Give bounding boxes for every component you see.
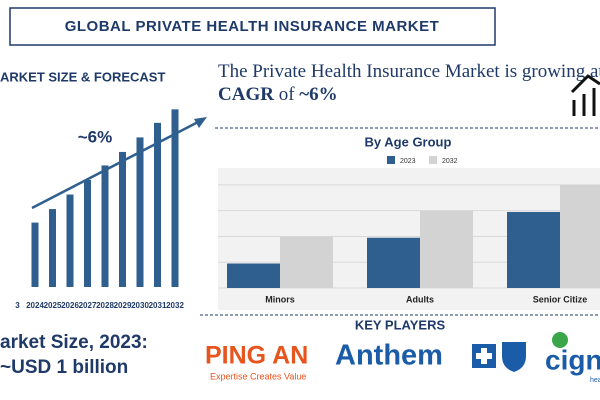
left-chart-title: ARKET SIZE & FORECAST (0, 69, 165, 84)
page-title: GLOBAL PRIVATE HEALTH INSURANCE MARKET (65, 18, 440, 35)
bar (101, 165, 109, 287)
x-tick-label: 2030 (131, 301, 149, 310)
bar (227, 263, 280, 288)
market-size-label: arket Size, 2023: (0, 332, 148, 353)
x-tick-label: 2029 (114, 301, 132, 310)
player-logo: cign (545, 344, 600, 375)
bar (136, 137, 144, 287)
legend-label: 2032 (442, 158, 458, 165)
bar (560, 184, 600, 288)
x-tick-label: 2028 (96, 301, 114, 310)
x-tick-label: 2026 (61, 301, 79, 310)
growth-icon (570, 74, 600, 116)
cigna-tree (552, 332, 568, 348)
bar (31, 222, 39, 287)
player-logo: Anthem (335, 340, 443, 372)
player-tagline: Expertise Creates Value (210, 371, 306, 381)
bar (420, 210, 473, 288)
legend-swatch (387, 156, 395, 164)
x-tick-label: 2025 (44, 301, 62, 310)
bar (66, 194, 74, 287)
legend-swatch (429, 156, 437, 164)
x-tick-label: 2032 (166, 301, 184, 310)
x-tick-label: 2027 (79, 301, 97, 310)
bar (84, 179, 91, 287)
x-tick-label: Adults (406, 294, 434, 304)
x-tick-label: Minors (265, 294, 295, 304)
x-tick-label: 3 (15, 301, 20, 310)
headline-part: ~6% (299, 84, 337, 105)
headline: The Private Health Insurance Market is g… (218, 61, 600, 82)
key-players-title: KEY PLAYERS (355, 317, 446, 332)
right-chart-title: By Age Group (365, 134, 452, 149)
cagr-annotation: ~6% (78, 127, 113, 146)
anthem-icons (472, 342, 526, 372)
player-logo: PING AN (205, 342, 308, 370)
bar (119, 151, 126, 287)
legend-label: 2023 (400, 158, 416, 165)
x-tick-label: 2024 (26, 301, 44, 310)
headline-part: The Private Health Insurance Market is g… (218, 61, 600, 82)
x-tick-label: 2031 (149, 301, 167, 310)
headline-part: of (274, 84, 299, 105)
bar (171, 109, 179, 287)
title-box (9, 7, 496, 46)
bar (154, 122, 161, 287)
arrow-head (194, 117, 207, 128)
market-size-value: ~USD 1 billion (0, 357, 128, 378)
headline-line2: CAGR of ~6% (218, 84, 338, 105)
bar (280, 236, 333, 288)
player-tagline: health (590, 377, 600, 384)
bar (49, 209, 56, 287)
bar (507, 211, 560, 288)
headline-part: CAGR (218, 84, 274, 105)
x-tick-label: Senior Citize (533, 294, 588, 304)
bar (367, 237, 420, 288)
